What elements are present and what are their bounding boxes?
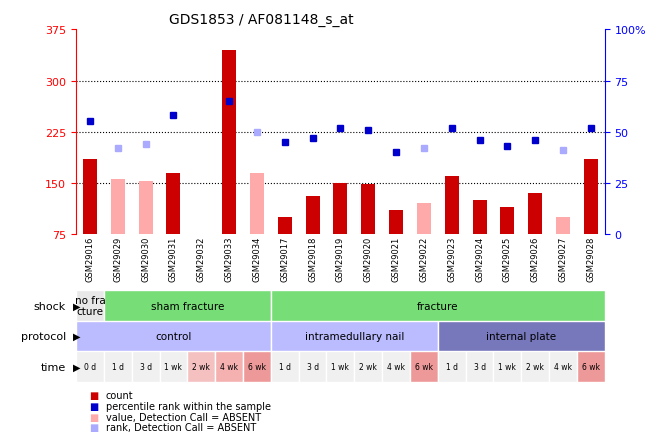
Bar bbox=[528, 194, 542, 234]
Text: sham fracture: sham fracture bbox=[151, 301, 224, 311]
Text: 3 d: 3 d bbox=[473, 362, 486, 371]
Text: no fra
cture: no fra cture bbox=[75, 295, 105, 317]
Text: 6 wk: 6 wk bbox=[582, 362, 600, 371]
Text: 2 wk: 2 wk bbox=[192, 362, 210, 371]
Bar bbox=[167, 173, 180, 234]
Text: ■: ■ bbox=[89, 412, 98, 421]
Bar bbox=[382, 352, 410, 382]
Text: 4 wk: 4 wk bbox=[554, 362, 572, 371]
Bar bbox=[556, 217, 570, 234]
Bar bbox=[327, 352, 354, 382]
Bar bbox=[417, 204, 431, 234]
Bar bbox=[76, 291, 104, 321]
Text: GDS1853 / AF081148_s_at: GDS1853 / AF081148_s_at bbox=[169, 13, 354, 27]
Bar bbox=[215, 352, 243, 382]
Text: 6 wk: 6 wk bbox=[415, 362, 433, 371]
Text: ■: ■ bbox=[89, 390, 98, 400]
Text: ■: ■ bbox=[89, 401, 98, 411]
Bar bbox=[549, 352, 577, 382]
Bar bbox=[104, 291, 271, 321]
Text: 2 wk: 2 wk bbox=[360, 362, 377, 371]
Bar bbox=[83, 160, 97, 234]
Text: count: count bbox=[106, 390, 134, 400]
Text: 1 d: 1 d bbox=[446, 362, 457, 371]
Bar bbox=[473, 201, 486, 234]
Bar bbox=[271, 321, 438, 352]
Bar bbox=[132, 352, 159, 382]
Bar bbox=[76, 321, 271, 352]
Bar bbox=[445, 177, 459, 234]
Bar bbox=[354, 352, 382, 382]
Bar bbox=[465, 352, 494, 382]
Bar bbox=[305, 197, 319, 234]
Bar bbox=[584, 160, 598, 234]
Text: 1 d: 1 d bbox=[279, 362, 291, 371]
Text: 1 wk: 1 wk bbox=[165, 362, 182, 371]
Text: 4 wk: 4 wk bbox=[220, 362, 238, 371]
Text: ▶: ▶ bbox=[73, 362, 80, 372]
Bar bbox=[243, 352, 271, 382]
Text: percentile rank within the sample: percentile rank within the sample bbox=[106, 401, 271, 411]
Text: ▶: ▶ bbox=[73, 301, 80, 311]
Text: internal plate: internal plate bbox=[486, 332, 557, 341]
Text: 3 d: 3 d bbox=[139, 362, 151, 371]
Bar bbox=[494, 352, 522, 382]
Bar bbox=[438, 352, 465, 382]
Text: intramedullary nail: intramedullary nail bbox=[305, 332, 404, 341]
Bar bbox=[139, 182, 153, 234]
Bar bbox=[389, 210, 403, 234]
Bar bbox=[250, 173, 264, 234]
Text: ■: ■ bbox=[89, 423, 98, 432]
Bar bbox=[522, 352, 549, 382]
Text: rank, Detection Call = ABSENT: rank, Detection Call = ABSENT bbox=[106, 423, 256, 432]
Bar bbox=[577, 352, 605, 382]
Bar bbox=[299, 352, 327, 382]
Text: 4 wk: 4 wk bbox=[387, 362, 405, 371]
Text: control: control bbox=[155, 332, 192, 341]
Text: shock: shock bbox=[34, 301, 66, 311]
Bar bbox=[111, 180, 125, 234]
Text: time: time bbox=[41, 362, 66, 372]
Text: protocol: protocol bbox=[21, 332, 66, 341]
Text: 0 d: 0 d bbox=[84, 362, 96, 371]
Text: 3 d: 3 d bbox=[307, 362, 319, 371]
Bar bbox=[362, 185, 375, 234]
Bar bbox=[271, 352, 299, 382]
Bar bbox=[438, 321, 605, 352]
Text: 2 wk: 2 wk bbox=[526, 362, 544, 371]
Text: 1 d: 1 d bbox=[112, 362, 124, 371]
Bar bbox=[500, 207, 514, 234]
Bar bbox=[278, 217, 292, 234]
Bar bbox=[76, 352, 104, 382]
Text: value, Detection Call = ABSENT: value, Detection Call = ABSENT bbox=[106, 412, 261, 421]
Text: fracture: fracture bbox=[417, 301, 459, 311]
Text: ▶: ▶ bbox=[73, 332, 80, 341]
Text: 6 wk: 6 wk bbox=[248, 362, 266, 371]
Text: 1 wk: 1 wk bbox=[498, 362, 516, 371]
Bar bbox=[333, 183, 348, 234]
Bar bbox=[159, 352, 187, 382]
Bar bbox=[187, 352, 215, 382]
Bar bbox=[410, 352, 438, 382]
Bar bbox=[222, 51, 236, 234]
Bar bbox=[104, 352, 132, 382]
Bar bbox=[271, 291, 605, 321]
Text: 1 wk: 1 wk bbox=[331, 362, 350, 371]
